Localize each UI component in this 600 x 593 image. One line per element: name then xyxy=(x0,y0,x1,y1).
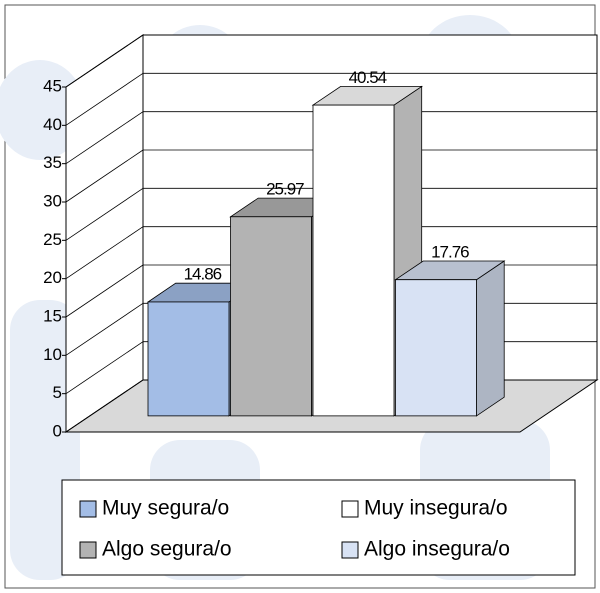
y-tick-label: 0 xyxy=(53,421,62,440)
grid-line xyxy=(65,226,144,279)
data-label: 17.76 xyxy=(431,242,469,261)
bar-front xyxy=(230,216,312,417)
data-label: 25.97 xyxy=(266,180,304,199)
grid-line xyxy=(65,341,144,394)
grid-line xyxy=(65,149,144,203)
legend-box xyxy=(61,479,576,576)
y-tick-label: 15 xyxy=(43,306,62,325)
legend-swatch xyxy=(341,541,359,559)
grid-line xyxy=(65,73,144,126)
bar-side xyxy=(476,260,505,417)
y-tick-label: 20 xyxy=(43,268,62,287)
bar xyxy=(394,260,506,417)
legend-label: Muy insegura/o xyxy=(364,497,508,520)
legend-swatch xyxy=(79,541,97,559)
x-tick-label: 1 xyxy=(300,447,309,466)
y-tick-label: 30 xyxy=(43,191,62,210)
side-wall xyxy=(65,34,144,433)
y-tick-label: 40 xyxy=(43,115,62,134)
grid-line xyxy=(65,379,144,433)
data-label: 40.54 xyxy=(349,68,387,87)
legend-label: Muy segura/o xyxy=(102,497,229,520)
y-tick-label: 5 xyxy=(53,383,62,402)
legend-swatch xyxy=(341,500,359,518)
y-tick-label: 25 xyxy=(43,230,62,249)
bar-front xyxy=(312,104,395,417)
grid-line xyxy=(65,303,144,356)
data-label: 14.86 xyxy=(184,265,222,284)
grid-line xyxy=(65,111,144,164)
grid-line xyxy=(65,264,144,318)
legend-label: Algo segura/o xyxy=(102,538,232,561)
y-tick-label: 35 xyxy=(43,153,62,172)
grid-line xyxy=(65,188,144,241)
y-tick-label: 45 xyxy=(43,76,62,95)
bar-front xyxy=(395,279,477,417)
y-tick-label: 10 xyxy=(43,345,62,364)
bar-front xyxy=(147,301,230,417)
grid-line xyxy=(65,34,144,88)
legend-swatch xyxy=(79,500,97,518)
legend-label: Algo insegura/o xyxy=(364,538,510,561)
